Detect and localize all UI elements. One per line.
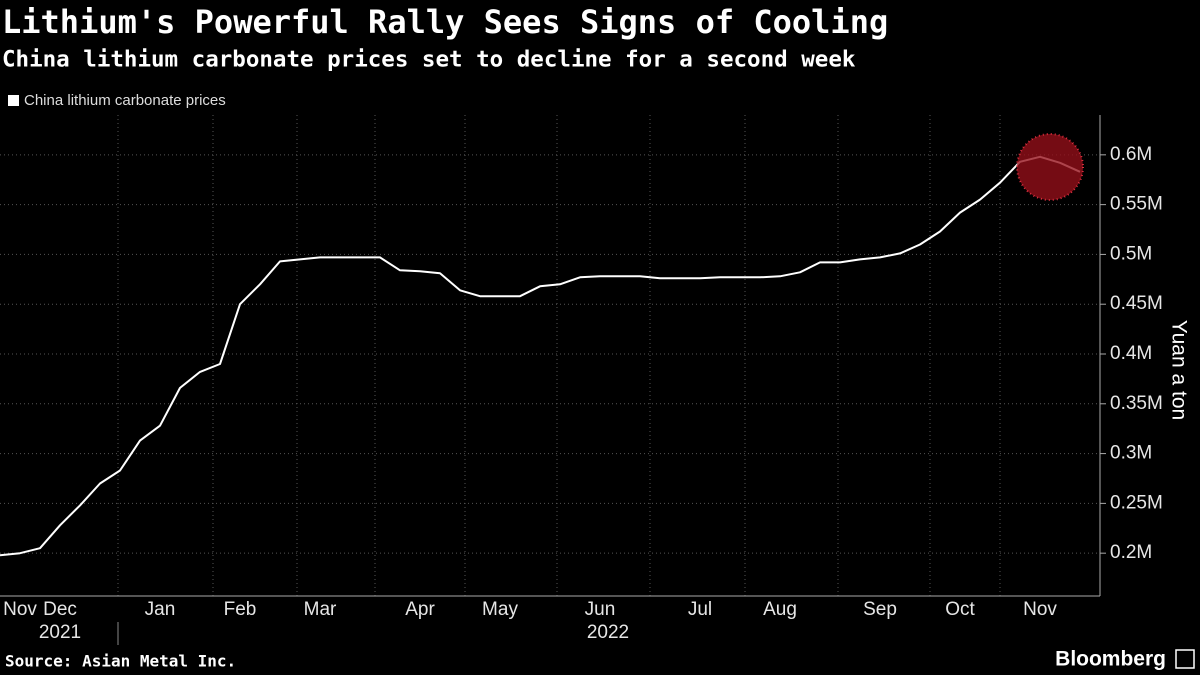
y-tick-label: 0.5M [1110, 243, 1152, 264]
x-group-label: 2022 [587, 622, 629, 643]
x-tick-label: Feb [224, 599, 257, 620]
x-tick-label: Nov [1023, 599, 1057, 620]
x-tick-label: Mar [304, 599, 337, 620]
brand: Bloomberg [1055, 648, 1166, 671]
x-tick-label: Apr [405, 599, 435, 620]
chart-title: Lithium's Powerful Rally Sees Signs of C… [2, 3, 888, 41]
y-tick-label: 0.25M [1110, 492, 1163, 513]
x-tick-label: Nov [3, 599, 37, 620]
legend-swatch [8, 95, 19, 106]
y-tick-label: 0.55M [1110, 194, 1163, 215]
x-tick-label: May [482, 599, 518, 620]
y-tick-label: 0.2M [1110, 542, 1152, 563]
x-tick-label: Jan [145, 599, 176, 620]
y-axis-title: Yuan a ton [1167, 320, 1190, 420]
brand-logo [1175, 649, 1195, 669]
highlight-circle [1016, 133, 1084, 201]
y-tick-label: 0.4M [1110, 343, 1152, 364]
y-tick-label: 0.45M [1110, 293, 1163, 314]
legend-label: China lithium carbonate prices [24, 92, 226, 109]
y-tick-label: 0.3M [1110, 443, 1152, 464]
x-tick-label: Aug [763, 599, 797, 620]
x-tick-label: Oct [945, 599, 975, 620]
line [0, 155, 1081, 557]
vertical-grid [117, 115, 1001, 596]
chart-subtitle: China lithium carbonate prices set to de… [2, 47, 856, 73]
x-tick-label: Sep [863, 599, 897, 620]
x-tick-label: Dec [43, 599, 77, 620]
x-group-label: 2021 [39, 622, 81, 643]
x-tick-label: Jun [585, 599, 616, 620]
x-tick-label: Jul [688, 599, 712, 620]
source: Source: Asian Metal Inc. [5, 652, 236, 671]
y-tick-label: 0.6M [1110, 144, 1152, 165]
y-tick-label: 0.35M [1110, 393, 1163, 414]
